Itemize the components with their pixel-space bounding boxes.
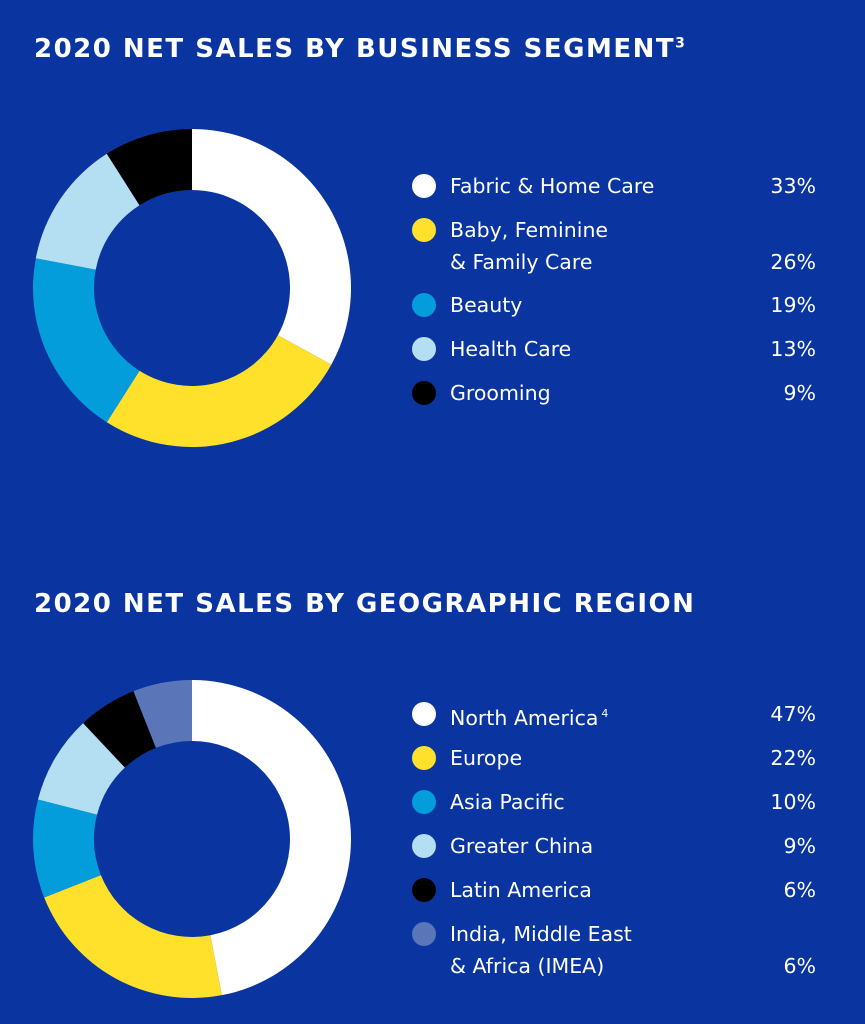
title-footnote-marker: 3 [675,35,685,52]
donut-chart [33,129,351,447]
legend-item-baby-feminine-family-care: Baby, Feminine & Family Care 26% [410,214,820,278]
legend-swatch [412,834,436,858]
legend-label: North America 4 [450,705,609,730]
legend-label: Beauty [450,293,523,317]
slice-north-america [192,680,351,996]
legend-item-grooming: Grooming 9% [410,377,820,409]
legend-value: 19% [770,293,816,317]
legend-item-beauty: Beauty 19% [410,289,820,321]
slice-fabric-home-care [192,129,351,365]
legend-item-fabric-home-care: Fabric & Home Care 33% [410,170,820,202]
segment-chart-panel: 2020 NET SALES BY BUSINESS SEGMENT3 Fabr… [33,34,820,447]
legend-value: 9% [783,381,816,405]
legend-value: 33% [770,174,816,198]
region-chart-panel: 2020 NET SALES BY GEOGRAPHIC REGION Nort… [0,555,865,1024]
legend-swatch [412,878,436,902]
legend-value: 6% [783,878,816,902]
slice-beauty [33,258,140,423]
slice-baby-feminine-family-care [106,335,332,447]
slice-greater-china [37,723,125,815]
slice-europe [44,875,222,998]
slice-grooming [106,129,192,206]
legend-swatch [412,790,436,814]
slice-latin-america [83,691,156,768]
legend-item-india-middle-east-africa-imea: India, Middle East & Africa (IMEA) 6% [410,918,820,982]
slice-health-care [35,153,140,270]
legend-value: 13% [770,337,816,361]
chart-title: 2020 NET SALES BY GEOGRAPHIC REGION [34,589,696,619]
legend-label: Baby, Feminine & Family Care [450,218,609,274]
legend-value: 22% [770,746,816,770]
legend-swatch [412,218,436,242]
legend-swatch [412,922,436,946]
legend-label: Fabric & Home Care [450,174,655,198]
slice-india-middle-east-africa-imea [133,680,192,748]
legend-item-north-america: North America 4 47% [410,698,820,730]
legend-item-asia-pacific: Asia Pacific 10% [410,786,820,818]
slice-asia-pacific [33,799,101,898]
legend-swatch [412,702,436,726]
footnote-marker: 4 [601,707,609,720]
legend-value: 10% [770,790,816,814]
legend-label: Health Care [450,337,572,361]
legend-swatch [412,293,436,317]
legend-swatch [412,746,436,770]
legend-value: 6% [783,954,816,978]
legend-swatch [412,337,436,361]
legend-label: Asia Pacific [450,790,565,814]
legend-label: Grooming [450,381,551,405]
chart-title: 2020 NET SALES BY BUSINESS SEGMENT3 [34,34,685,64]
legend-item-europe: Europe 22% [410,742,820,774]
legend-value: 9% [783,834,816,858]
legend-label: India, Middle East & Africa (IMEA) [450,922,632,978]
legend-swatch [412,381,436,405]
legend-label: Greater China [450,834,594,858]
legend-swatch [412,174,436,198]
donut-chart [33,680,351,998]
legend-item-latin-america: Latin America 6% [410,874,820,906]
legend-item-greater-china: Greater China 9% [410,830,820,862]
legend-value: 47% [770,702,816,726]
legend-label: Latin America [450,878,592,902]
legend-item-health-care: Health Care 13% [410,333,820,365]
legend-value: 26% [770,250,816,274]
legend-label: Europe [450,746,523,770]
